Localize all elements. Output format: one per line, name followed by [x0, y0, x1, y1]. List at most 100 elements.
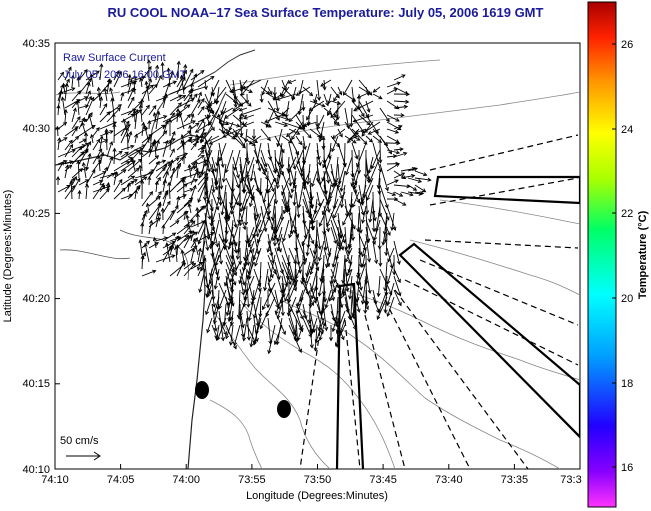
current-vector-head	[366, 176, 371, 181]
current-vector-head	[179, 156, 184, 161]
current-vector-head	[243, 115, 248, 120]
current-vector	[78, 78, 92, 95]
current-vector	[351, 100, 360, 110]
current-vector-head	[138, 164, 143, 169]
current-vector	[253, 198, 259, 218]
current-vector-head	[307, 134, 312, 139]
current-vector	[197, 76, 215, 88]
current-vector	[197, 205, 207, 214]
current-vector	[208, 100, 220, 106]
current-vector-head	[258, 191, 263, 196]
current-vector	[288, 128, 300, 135]
current-vector-head	[403, 104, 409, 109]
current-vector-head	[106, 111, 111, 116]
current-vector-head	[98, 148, 103, 153]
current-vector-head	[149, 191, 154, 196]
current-vector	[356, 282, 360, 302]
current-vector-head	[261, 305, 266, 311]
current-vector	[309, 212, 315, 230]
current-vector	[127, 183, 130, 193]
current-vector-head	[147, 119, 152, 125]
current-vector	[153, 237, 157, 249]
current-vector-head	[361, 219, 366, 224]
current-vector-head	[248, 202, 253, 208]
current-vector	[329, 177, 339, 199]
current-vector	[287, 282, 297, 303]
current-vector	[274, 163, 281, 178]
current-vector-head	[337, 180, 342, 186]
current-vector	[197, 119, 205, 130]
current-vector-head	[78, 146, 83, 151]
current-vector	[141, 122, 145, 137]
current-vector	[306, 261, 311, 277]
current-vector-head	[95, 70, 100, 75]
current-vector-head	[109, 156, 114, 161]
current-vector	[378, 177, 381, 194]
current-vector-head	[182, 154, 187, 159]
current-vector-head	[339, 203, 345, 209]
current-vector-head	[187, 163, 192, 169]
current-vector-head	[103, 87, 108, 92]
current-vector	[127, 87, 135, 102]
current-vector	[98, 155, 101, 172]
current-vector	[372, 205, 376, 221]
current-vector	[309, 191, 313, 209]
current-vector-head	[335, 121, 340, 127]
current-vector-head	[300, 280, 305, 285]
current-vector	[197, 106, 205, 116]
current-vector-head	[60, 84, 65, 89]
current-vector	[332, 128, 346, 139]
current-vector-head	[171, 130, 176, 136]
current-vector	[361, 184, 367, 202]
current-vector-head	[317, 161, 322, 167]
current-vector-head	[83, 69, 88, 74]
current-vector-head	[146, 59, 151, 64]
current-vector-head	[65, 164, 70, 169]
current-vector-head	[239, 88, 244, 93]
current-vector-head	[354, 155, 359, 160]
current-vector	[176, 95, 186, 102]
current-vector-head	[281, 111, 286, 116]
current-vector	[366, 184, 374, 201]
current-vector-head	[148, 133, 153, 138]
current-vector-head	[145, 202, 150, 207]
current-vector	[336, 296, 339, 324]
current-vector-head	[302, 123, 308, 128]
current-vector	[197, 92, 202, 102]
current-vector-head	[213, 285, 218, 290]
current-vector-head	[168, 244, 173, 250]
current-vector	[176, 120, 196, 130]
current-vector	[219, 142, 227, 161]
current-vector	[356, 268, 360, 285]
current-vector-head	[350, 182, 355, 187]
current-vector-head	[84, 166, 90, 171]
chart-title: RU COOL NOAA–17 Sea Surface Temperature:…	[0, 4, 651, 22]
current-vector	[347, 233, 353, 254]
current-vector-head	[200, 70, 205, 74]
current-vector	[315, 317, 325, 343]
current-vector	[309, 100, 326, 107]
current-vector	[386, 82, 401, 88]
current-vector-head	[81, 117, 86, 122]
current-vector	[387, 282, 395, 305]
current-vector	[221, 114, 227, 127]
current-vector-head	[140, 98, 145, 103]
current-vector-head	[394, 179, 399, 184]
current-vector-head	[363, 128, 369, 133]
current-vector-head	[333, 97, 338, 102]
current-vector	[106, 79, 110, 95]
current-vector	[250, 163, 255, 181]
current-vector	[209, 254, 220, 284]
current-vector-head	[313, 299, 318, 304]
current-vector	[91, 134, 94, 144]
current-vector	[77, 100, 80, 116]
current-vector-head	[125, 120, 130, 125]
current-vector-head	[157, 190, 162, 196]
current-vector-head	[255, 213, 260, 219]
current-vector-head	[138, 101, 143, 106]
current-vector-head	[184, 234, 190, 239]
current-vector-head	[233, 223, 238, 229]
current-vector-head	[288, 117, 293, 123]
current-vector	[218, 191, 230, 220]
current-vector	[322, 135, 325, 150]
